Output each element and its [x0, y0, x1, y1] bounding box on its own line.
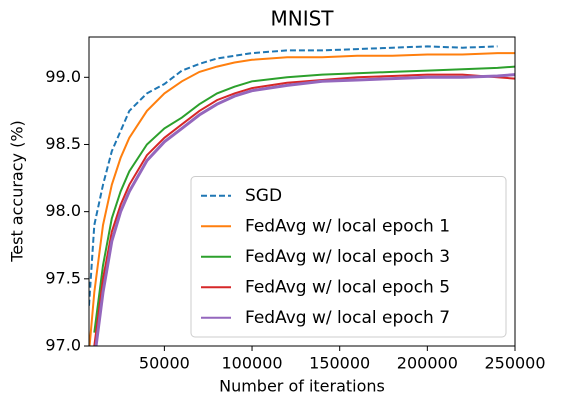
- y-tick-label: 97.0: [45, 336, 81, 355]
- legend-label: FedAvg w/ local epoch 7: [245, 308, 450, 328]
- legend-box: [190, 176, 507, 338]
- series-line: [89, 52, 515, 346]
- legend-label: FedAvg w/ local epoch 1: [245, 216, 450, 236]
- y-axis-label: Test accuracy (%): [8, 120, 27, 263]
- y-tick-label: 98.5: [45, 134, 81, 153]
- legend-label: FedAvg w/ local epoch 5: [245, 277, 450, 297]
- x-tick-label: 200000: [397, 354, 458, 373]
- y-tick-label: 99.0: [45, 67, 81, 86]
- x-tick-label: 250000: [484, 354, 545, 373]
- legend-label: SGD: [245, 186, 282, 206]
- series-line: [94, 73, 515, 346]
- x-axis-label: Number of iterations: [219, 377, 385, 396]
- series-line: [93, 65, 515, 333]
- y-tick-label: 97.5: [45, 268, 81, 287]
- plot-area: [89, 45, 515, 346]
- y-tick-label: 98.0: [45, 201, 81, 220]
- legend-label: FedAvg w/ local epoch 3: [245, 247, 450, 267]
- chart-title: MNIST: [270, 7, 334, 31]
- x-tick-label: 150000: [309, 354, 370, 373]
- x-tick-label: 50000: [139, 354, 190, 373]
- axes-frame: [88, 36, 516, 347]
- series-line: [93, 73, 515, 346]
- x-tick-label: 100000: [221, 354, 282, 373]
